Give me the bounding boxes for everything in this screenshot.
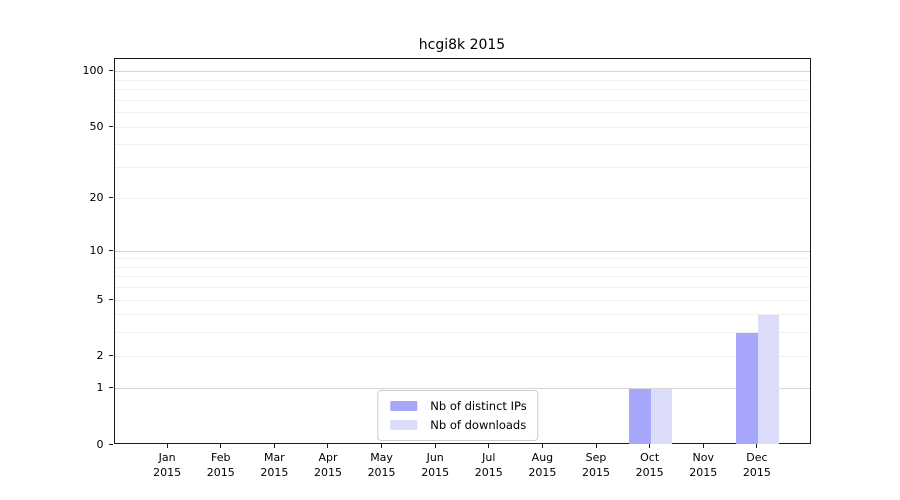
x-tick-mark [434, 444, 436, 448]
y-tick-mark [109, 354, 113, 356]
y-tick-label: 0 [96, 437, 104, 451]
y-tick-label: 20 [89, 191, 104, 205]
y-tick-label: 50 [89, 119, 104, 133]
gridline-minor [114, 276, 810, 278]
x-tick-label: Jun 2015 [421, 451, 450, 479]
y-tick-label: 5 [96, 292, 104, 306]
legend-swatch-icon [390, 420, 418, 430]
x-tick-label: Apr 2015 [313, 451, 342, 479]
legend-row: Nb of distinct IPs [390, 398, 527, 414]
x-tick-mark [595, 444, 597, 448]
x-tick-label: Mar 2015 [260, 451, 289, 479]
y-tick-label: 10 [89, 243, 104, 257]
y-tick-label: 2 [96, 348, 104, 362]
gridline-major [114, 250, 810, 252]
y-tick-mark [109, 387, 113, 389]
x-tick-mark [702, 444, 704, 448]
x-tick-mark [273, 444, 275, 448]
y-tick-mark [109, 443, 113, 445]
x-tick-mark [756, 444, 758, 448]
y-tick-label: 1 [96, 381, 104, 395]
gridline-minor [114, 287, 810, 289]
x-tick-label: May 2015 [367, 451, 396, 479]
gridline-minor [114, 166, 810, 168]
gridline-minor [114, 99, 810, 101]
legend-label: Nb of distinct IPs [430, 399, 527, 413]
x-tick-label: Jul 2015 [474, 451, 503, 479]
x-tick-mark [649, 444, 651, 448]
gridline-major [114, 71, 810, 73]
gridline-minor [114, 355, 810, 357]
gridline-minor [114, 258, 810, 260]
x-tick-label: Dec 2015 [742, 451, 771, 479]
y-tick-label: 100 [82, 64, 104, 78]
bar [736, 332, 758, 444]
gridline-minor [114, 332, 810, 334]
x-tick-mark [381, 444, 383, 448]
y-tick-mark [109, 249, 113, 251]
x-tick-label: Sep 2015 [582, 451, 611, 479]
x-tick-mark [488, 444, 490, 448]
y-tick-mark [109, 298, 113, 300]
gridline-minor [114, 126, 810, 128]
plot-area [113, 58, 811, 444]
gridline-major [114, 388, 810, 390]
legend: Nb of distinct IPs Nb of downloads [377, 390, 539, 441]
x-tick-mark [220, 444, 222, 448]
legend-row: Nb of downloads [390, 417, 526, 433]
gridline-minor [114, 79, 810, 81]
gridline-minor [114, 112, 810, 114]
gridline-minor [114, 266, 810, 268]
y-tick-mark [109, 70, 113, 72]
gridline-minor [114, 299, 810, 301]
y-tick-mark [109, 125, 113, 127]
bar [757, 314, 780, 444]
bar [629, 388, 651, 444]
x-tick-label: Oct 2015 [635, 451, 664, 479]
gridline-minor [114, 314, 810, 316]
x-tick-label: Nov 2015 [689, 451, 718, 479]
bar [650, 388, 673, 444]
gridline-minor [114, 198, 810, 200]
gridline-minor [114, 89, 810, 91]
x-tick-label: Feb 2015 [206, 451, 235, 479]
y-tick-mark [109, 197, 113, 199]
gridline-minor [114, 144, 810, 146]
legend-label: Nb of downloads [430, 418, 527, 432]
x-tick-label: Aug 2015 [528, 451, 557, 479]
x-tick-mark [541, 444, 543, 448]
x-tick-label: Jan 2015 [153, 451, 182, 479]
x-tick-mark [327, 444, 329, 448]
x-tick-mark [166, 444, 168, 448]
chart-title: hcgi8k 2015 [418, 37, 506, 53]
legend-swatch-icon [390, 401, 418, 411]
